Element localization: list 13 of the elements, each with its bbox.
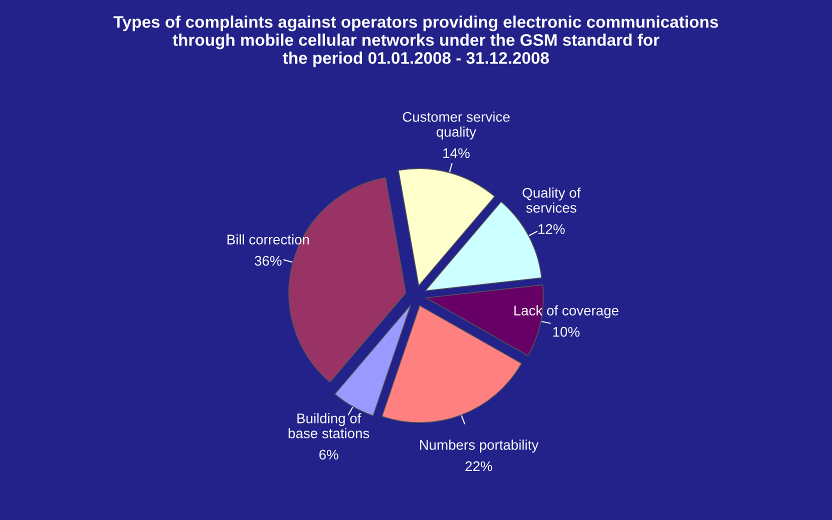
slice-label: Quality of services	[522, 188, 581, 213]
slice-label: Lack of coverage	[514, 305, 618, 318]
data-label: 14%	[443, 148, 470, 158]
slice-label: Customer service quality	[402, 112, 510, 140]
data-label: 10%	[553, 326, 580, 337]
data-label: 36%	[254, 256, 282, 266]
slice-label: Numbers portability	[420, 440, 539, 453]
slice-label: Bill correction	[228, 234, 309, 244]
data-label: 22%	[466, 461, 492, 472]
slice-label: Building of base stations	[288, 413, 370, 438]
data-label: 6%	[319, 450, 338, 460]
data-label: 12%	[538, 224, 565, 234]
chart-title: Types of complaints against operators providing electronic communications through mobile cellular networks under the GSM standard for the period 01.01.2008 - 31.12.2008	[114, 16, 718, 68]
